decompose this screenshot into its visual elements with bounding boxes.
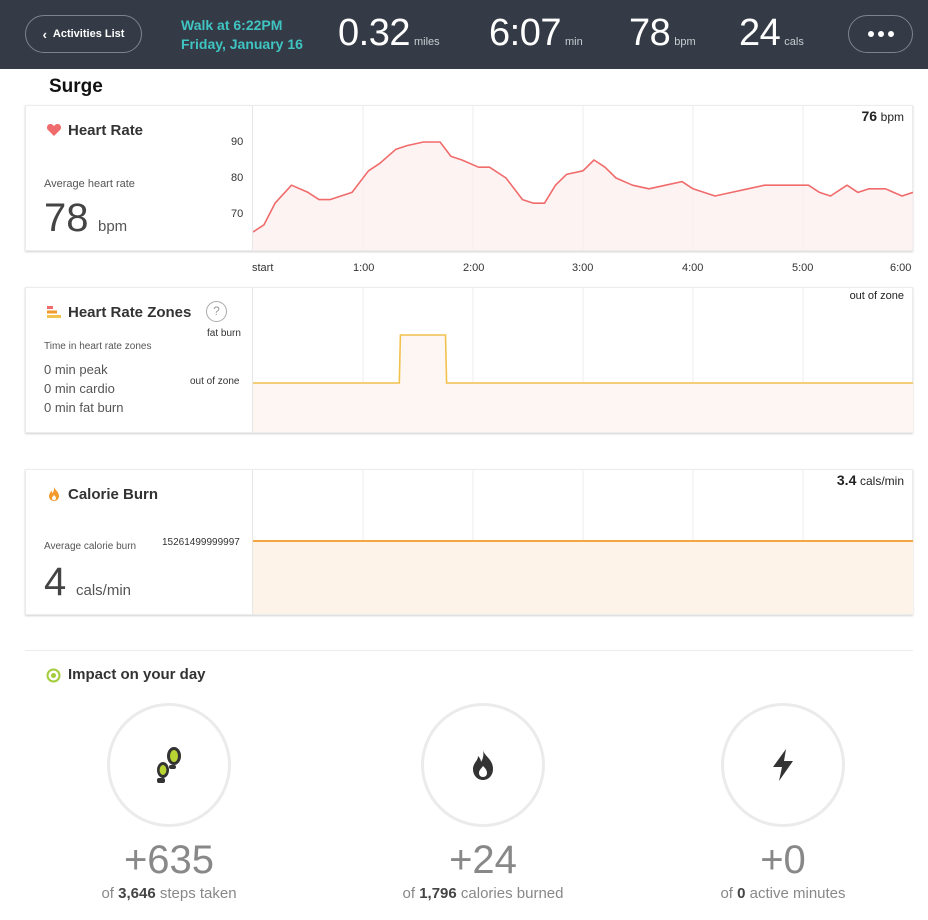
active-post: active minutes <box>745 885 846 902</box>
x-tick-label: start <box>252 262 274 274</box>
current-heart-rate-unit: bpm <box>880 110 904 124</box>
calories-impact-text: of 1,796 calories burned <box>363 885 603 902</box>
current-zone: out of zone <box>849 290 904 302</box>
heart-rate-unit: bpm <box>674 36 696 48</box>
x-tick-label: 4:00 <box>682 262 704 274</box>
section-divider <box>25 650 913 651</box>
zones-chart <box>253 288 913 432</box>
calorie-title: Calorie Burn <box>68 486 159 503</box>
active-impact-text: of 0 active minutes <box>663 885 903 902</box>
calories-total: 1,796 <box>419 885 457 902</box>
activity-header: ‹ Activities List Walk at 6:22PM Friday,… <box>0 0 928 69</box>
heart-rate-chart <box>253 106 913 250</box>
zone-fat-burn: 0 min fat burn <box>44 400 124 415</box>
activity-time: Walk at 6:22PM <box>181 17 283 33</box>
heart-rate-panel: Heart Rate Average heart rate 78 bpm 90 … <box>25 105 913 251</box>
active-minutes-circle <box>721 703 845 827</box>
x-tick-label: 5:00 <box>792 262 814 274</box>
steps-post: steps taken <box>155 885 237 902</box>
calorie-area <box>253 541 913 614</box>
zone-cardio: 0 min cardio <box>44 381 115 396</box>
avg-heart-rate-unit: bpm <box>98 218 128 235</box>
x-tick-label: 2:00 <box>463 262 485 274</box>
calorie-summary: Calorie Burn Average calorie burn 4 cals… <box>26 470 253 614</box>
duration-unit: min <box>564 36 583 48</box>
steps-circle <box>107 703 231 827</box>
duration-value: 6:07 <box>489 12 561 54</box>
activity-title: Walk at 6:22PM Friday, January 16 <box>181 16 303 54</box>
footprint-icon <box>157 747 181 783</box>
avg-calorie-value: 4 <box>44 560 67 604</box>
avg-heart-rate-label: Average heart rate <box>44 178 135 190</box>
calories-value: 24 <box>739 12 781 54</box>
x-tick-label: 3:00 <box>572 262 594 274</box>
calories-unit: cals <box>784 36 804 48</box>
calories-post: calories burned <box>456 885 564 902</box>
more-dot-icon <box>877 31 884 37</box>
calorie-burn-panel: Calorie Burn Average calorie burn 4 cals… <box>25 469 913 615</box>
lightning-icon <box>773 749 793 781</box>
steps-total: 3,646 <box>118 885 156 902</box>
y-tick-label: 70 <box>231 208 244 220</box>
chevron-left-icon: ‹ <box>42 26 47 42</box>
y-tick-label: fat burn <box>207 328 241 339</box>
distance-stat: 0.32 miles <box>338 12 440 55</box>
zones-summary: Heart Rate Zones ? Time in heart rate zo… <box>26 288 253 432</box>
current-calorie-value: 3.4 <box>836 472 857 488</box>
impact-title: Impact on your day <box>68 666 206 683</box>
avg-calorie-unit: cals/min <box>76 582 132 599</box>
active-total: 0 <box>737 885 746 902</box>
heart-rate-zones-panel: Heart Rate Zones ? Time in heart rate zo… <box>25 287 913 433</box>
duration-stat: 6:07 min <box>489 12 583 55</box>
active-impact-value: +0 <box>760 838 806 882</box>
steps-pre: of <box>101 885 119 902</box>
heart-rate-value: 78 <box>629 12 671 54</box>
y-tick-label: 15261499999997 <box>162 537 240 548</box>
zone-peak: 0 min peak <box>44 362 108 377</box>
heart-rate-line <box>253 141 913 233</box>
heart-icon <box>46 124 62 136</box>
current-calorie-unit: cals/min <box>859 474 904 488</box>
current-heart-rate-value: 76 <box>861 108 878 124</box>
calories-stat: 24 cals <box>739 12 804 55</box>
current-heart-rate: 76 bpm <box>861 108 904 124</box>
activities-list-button[interactable]: ‹ Activities List <box>25 15 142 53</box>
heart-rate-summary: Heart Rate Average heart rate 78 bpm 90 … <box>26 106 253 250</box>
zones-line <box>253 334 913 384</box>
distance-value: 0.32 <box>338 12 410 54</box>
distance-unit: miles <box>413 36 440 48</box>
zones-title: Heart Rate Zones <box>68 304 192 321</box>
avg-calorie-label: Average calorie burn <box>44 541 137 552</box>
x-tick-label: 1:00 <box>353 262 375 274</box>
heart-rate-title: Heart Rate <box>68 122 144 139</box>
steps-impact-value: +635 <box>123 838 215 882</box>
x-tick-label: 6:00 <box>890 262 912 274</box>
zones-bars-icon <box>47 306 61 318</box>
target-icon <box>46 668 61 683</box>
steps-impact-text: of 3,646 steps taken <box>49 885 289 902</box>
calories-impact-value: +24 <box>449 838 517 882</box>
more-dot-icon <box>867 31 874 37</box>
active-pre: of <box>720 885 738 902</box>
activity-date: Friday, January 16 <box>181 36 303 52</box>
calories-circle <box>421 703 545 827</box>
flame-icon <box>49 487 59 501</box>
device-name: Surge <box>49 76 103 97</box>
y-tick-label: out of zone <box>190 376 240 387</box>
current-calorie-rate: 3.4 cals/min <box>837 472 904 488</box>
avg-heart-rate-value: 78 <box>44 196 89 240</box>
zones-sub-label: Time in heart rate zones <box>44 341 152 352</box>
y-tick-label: 90 <box>231 136 244 148</box>
calorie-chart <box>253 470 913 614</box>
flame-icon <box>473 750 493 780</box>
activities-list-label: Activities List <box>52 28 125 40</box>
help-icon[interactable]: ? <box>206 301 227 322</box>
heart-rate-area <box>253 142 913 250</box>
more-options-button[interactable] <box>848 15 913 53</box>
y-tick-label: 80 <box>231 172 244 184</box>
heart-rate-stat: 78 bpm <box>629 12 696 55</box>
calories-pre: of <box>402 885 420 902</box>
more-dot-icon <box>887 31 894 37</box>
